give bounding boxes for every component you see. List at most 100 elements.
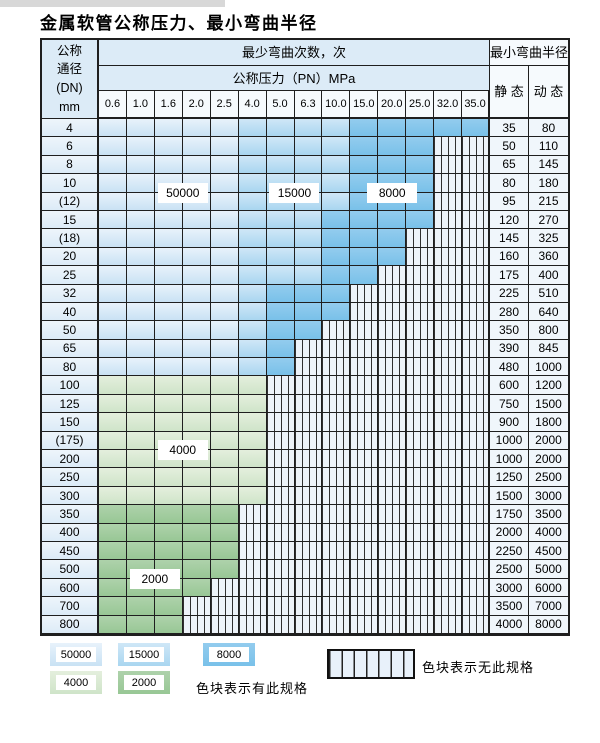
dynamic-value: 325 <box>529 229 568 248</box>
spec-cell <box>462 155 490 175</box>
spec-cell <box>462 210 490 230</box>
spec-cell <box>154 284 183 303</box>
dn-cell: 15 <box>42 210 99 230</box>
dynamic-value: 360 <box>529 247 568 267</box>
dn-cell: (12) <box>42 192 99 211</box>
spec-cell <box>210 468 239 487</box>
spec-cell <box>434 266 463 285</box>
spec-cell <box>210 578 239 598</box>
spec-cell <box>434 505 463 524</box>
legend-swatch-15000: 15000 <box>118 643 170 666</box>
header-min-bend-radius: 最小弯曲半径 <box>490 40 568 66</box>
spec-cell <box>99 413 127 432</box>
spec-cell <box>434 615 463 634</box>
spec-cell <box>99 468 127 487</box>
spec-cell <box>210 155 239 175</box>
dn-cell: 150 <box>42 413 99 432</box>
spec-cell <box>462 615 490 634</box>
zone-label-chip: 8000 <box>367 182 418 203</box>
header-pressure-value: 6.3 <box>294 91 323 119</box>
static-value: 2000 <box>490 523 529 543</box>
spec-cell <box>126 358 155 377</box>
dynamic-value: 145 <box>529 155 568 175</box>
spec-cell <box>154 358 183 377</box>
spec-cell <box>238 358 267 377</box>
dn-cell: 300 <box>42 486 99 506</box>
spec-cell <box>434 523 463 543</box>
header-pressure-value: 2.5 <box>210 91 239 119</box>
spec-cell <box>294 468 323 487</box>
spec-cell <box>350 247 379 267</box>
spec-cell <box>182 266 211 285</box>
spec-cell <box>182 413 211 432</box>
spec-cell <box>210 431 239 451</box>
spec-cell <box>99 339 127 359</box>
spec-cell <box>182 229 211 248</box>
zone-label-chip: 15000 <box>269 182 320 203</box>
spec-cell <box>266 431 295 451</box>
spec-cell <box>238 376 267 395</box>
header-pressure-value: 20.0 <box>378 91 407 119</box>
dn-cell: 25 <box>42 266 99 285</box>
spec-cell <box>99 321 127 340</box>
spec-cell <box>210 119 239 138</box>
header-pressure-value: 5.0 <box>266 91 295 119</box>
header-pressure-value: 1.6 <box>154 91 183 119</box>
static-value: 390 <box>490 339 529 359</box>
header-pressure-value: 35.0 <box>462 91 490 119</box>
static-value: 1500 <box>490 486 529 506</box>
spec-cell <box>322 505 351 524</box>
spec-cell <box>266 266 295 285</box>
spec-cell <box>406 468 435 487</box>
spec-cell <box>378 413 407 432</box>
spec-cell <box>378 615 407 634</box>
dynamic-value: 2000 <box>529 431 568 451</box>
header-bend-cycles: 最少弯曲次数，次 <box>99 40 490 66</box>
spec-cell <box>99 376 127 395</box>
legend-swatch-8000: 8000 <box>203 643 255 666</box>
static-value: 480 <box>490 358 529 377</box>
spec-cell <box>434 302 463 322</box>
spec-cell <box>462 376 490 395</box>
dynamic-value: 5000 <box>529 560 568 579</box>
spec-cell <box>322 321 351 340</box>
spec-cell <box>154 119 183 138</box>
spec-cell <box>294 119 323 138</box>
spec-cell <box>238 578 267 598</box>
spec-cell <box>154 155 183 175</box>
spec-cell <box>210 210 239 230</box>
spec-cell <box>99 174 127 193</box>
dn-cell: 40 <box>42 302 99 322</box>
legend-swatch-4000: 4000 <box>50 671 102 694</box>
spec-cell <box>434 450 463 469</box>
spec-cell <box>378 560 407 579</box>
spec-cell <box>99 210 127 230</box>
spec-cell <box>322 155 351 175</box>
spec-cell <box>182 615 211 634</box>
spec-cell <box>266 210 295 230</box>
spec-cell <box>182 358 211 377</box>
spec-cell <box>434 229 463 248</box>
spec-cell <box>462 560 490 579</box>
spec-cell <box>126 321 155 340</box>
spec-cell <box>126 542 155 561</box>
spec-cell <box>126 192 155 211</box>
dn-cell: 6 <box>42 137 99 156</box>
spec-cell <box>406 266 435 285</box>
spec-cell <box>126 615 155 634</box>
spec-cell <box>210 597 239 616</box>
spec-cell <box>266 376 295 395</box>
spec-cell <box>182 210 211 230</box>
spec-cell <box>182 119 211 138</box>
spec-cell <box>99 394 127 414</box>
spec-cell <box>434 431 463 451</box>
spec-cell <box>266 247 295 267</box>
static-value: 600 <box>490 376 529 395</box>
spec-cell <box>322 266 351 285</box>
spec-cell <box>294 450 323 469</box>
spec-cell <box>99 431 127 451</box>
zone-label-chip: 4000 <box>157 440 208 461</box>
header-pressure-value: 2.0 <box>182 91 211 119</box>
spec-cell <box>238 597 267 616</box>
spec-cell <box>238 266 267 285</box>
